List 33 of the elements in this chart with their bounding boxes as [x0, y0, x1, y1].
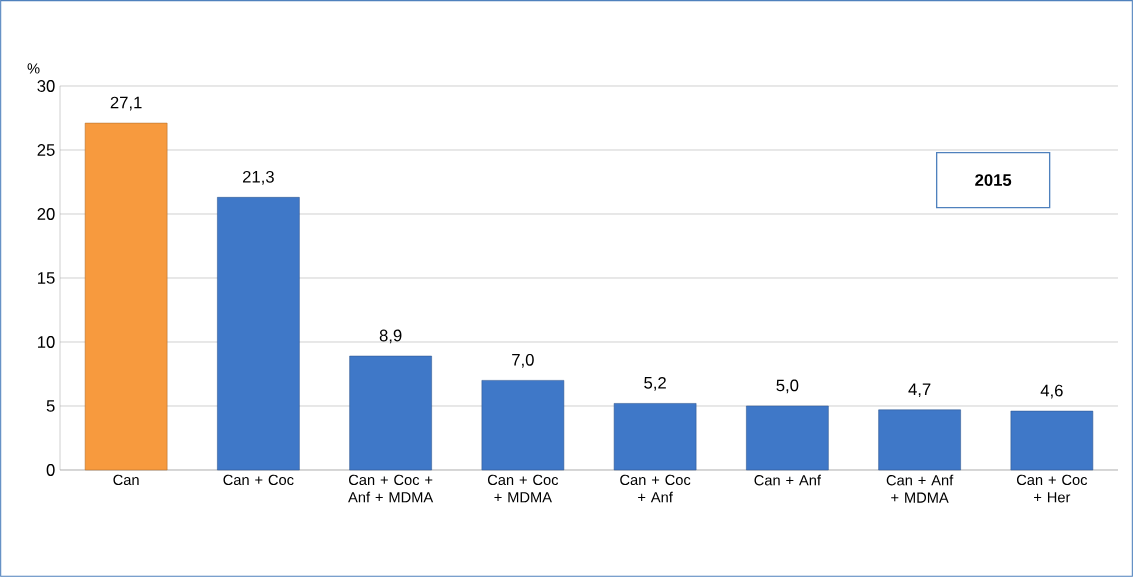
y-tick-label: 30: [37, 80, 55, 92]
y-tick-label: 5: [46, 400, 55, 412]
x-tick-label: Can + Anf: [754, 474, 822, 486]
bar: [217, 197, 300, 471]
y-axis-title: %: [27, 63, 40, 74]
x-tick-label: Can + Coc + Her: [1016, 474, 1088, 503]
bar: [878, 409, 961, 471]
data-label: 7,0: [512, 353, 534, 368]
y-tick-label: 10: [38, 336, 55, 348]
data-label: 21,3: [243, 170, 274, 185]
y-tick-label: 0: [46, 464, 55, 476]
bar: [349, 355, 432, 471]
bar: [481, 380, 565, 471]
y-tick-label: 20: [37, 208, 55, 220]
x-tick-label: Can + Coc: [223, 474, 294, 486]
data-label: 5,2: [644, 376, 666, 391]
data-label: 4,6: [1040, 384, 1063, 399]
x-tick-label: Can + Anf + MDMA: [886, 474, 954, 503]
x-tick-label: Can + Coc + Anf: [620, 474, 691, 503]
y-tick-label: 25: [37, 144, 55, 156]
x-tick-label: Can: [113, 474, 139, 486]
y-tick-label: 15: [38, 272, 55, 284]
data-label: 27,1: [110, 96, 142, 111]
bar: [1010, 410, 1094, 471]
bar: [613, 403, 697, 471]
annotation: 2015: [975, 174, 1012, 186]
data-label: 8,9: [379, 329, 402, 344]
bar: [746, 405, 829, 471]
data-label: 5,0: [776, 379, 799, 394]
data-label: 4,7: [908, 383, 931, 398]
x-tick-label: Can + Coc + Anf + MDMA: [348, 474, 434, 503]
bar: [84, 122, 168, 471]
x-tick-label: Can + Coc + MDMA: [487, 474, 559, 503]
